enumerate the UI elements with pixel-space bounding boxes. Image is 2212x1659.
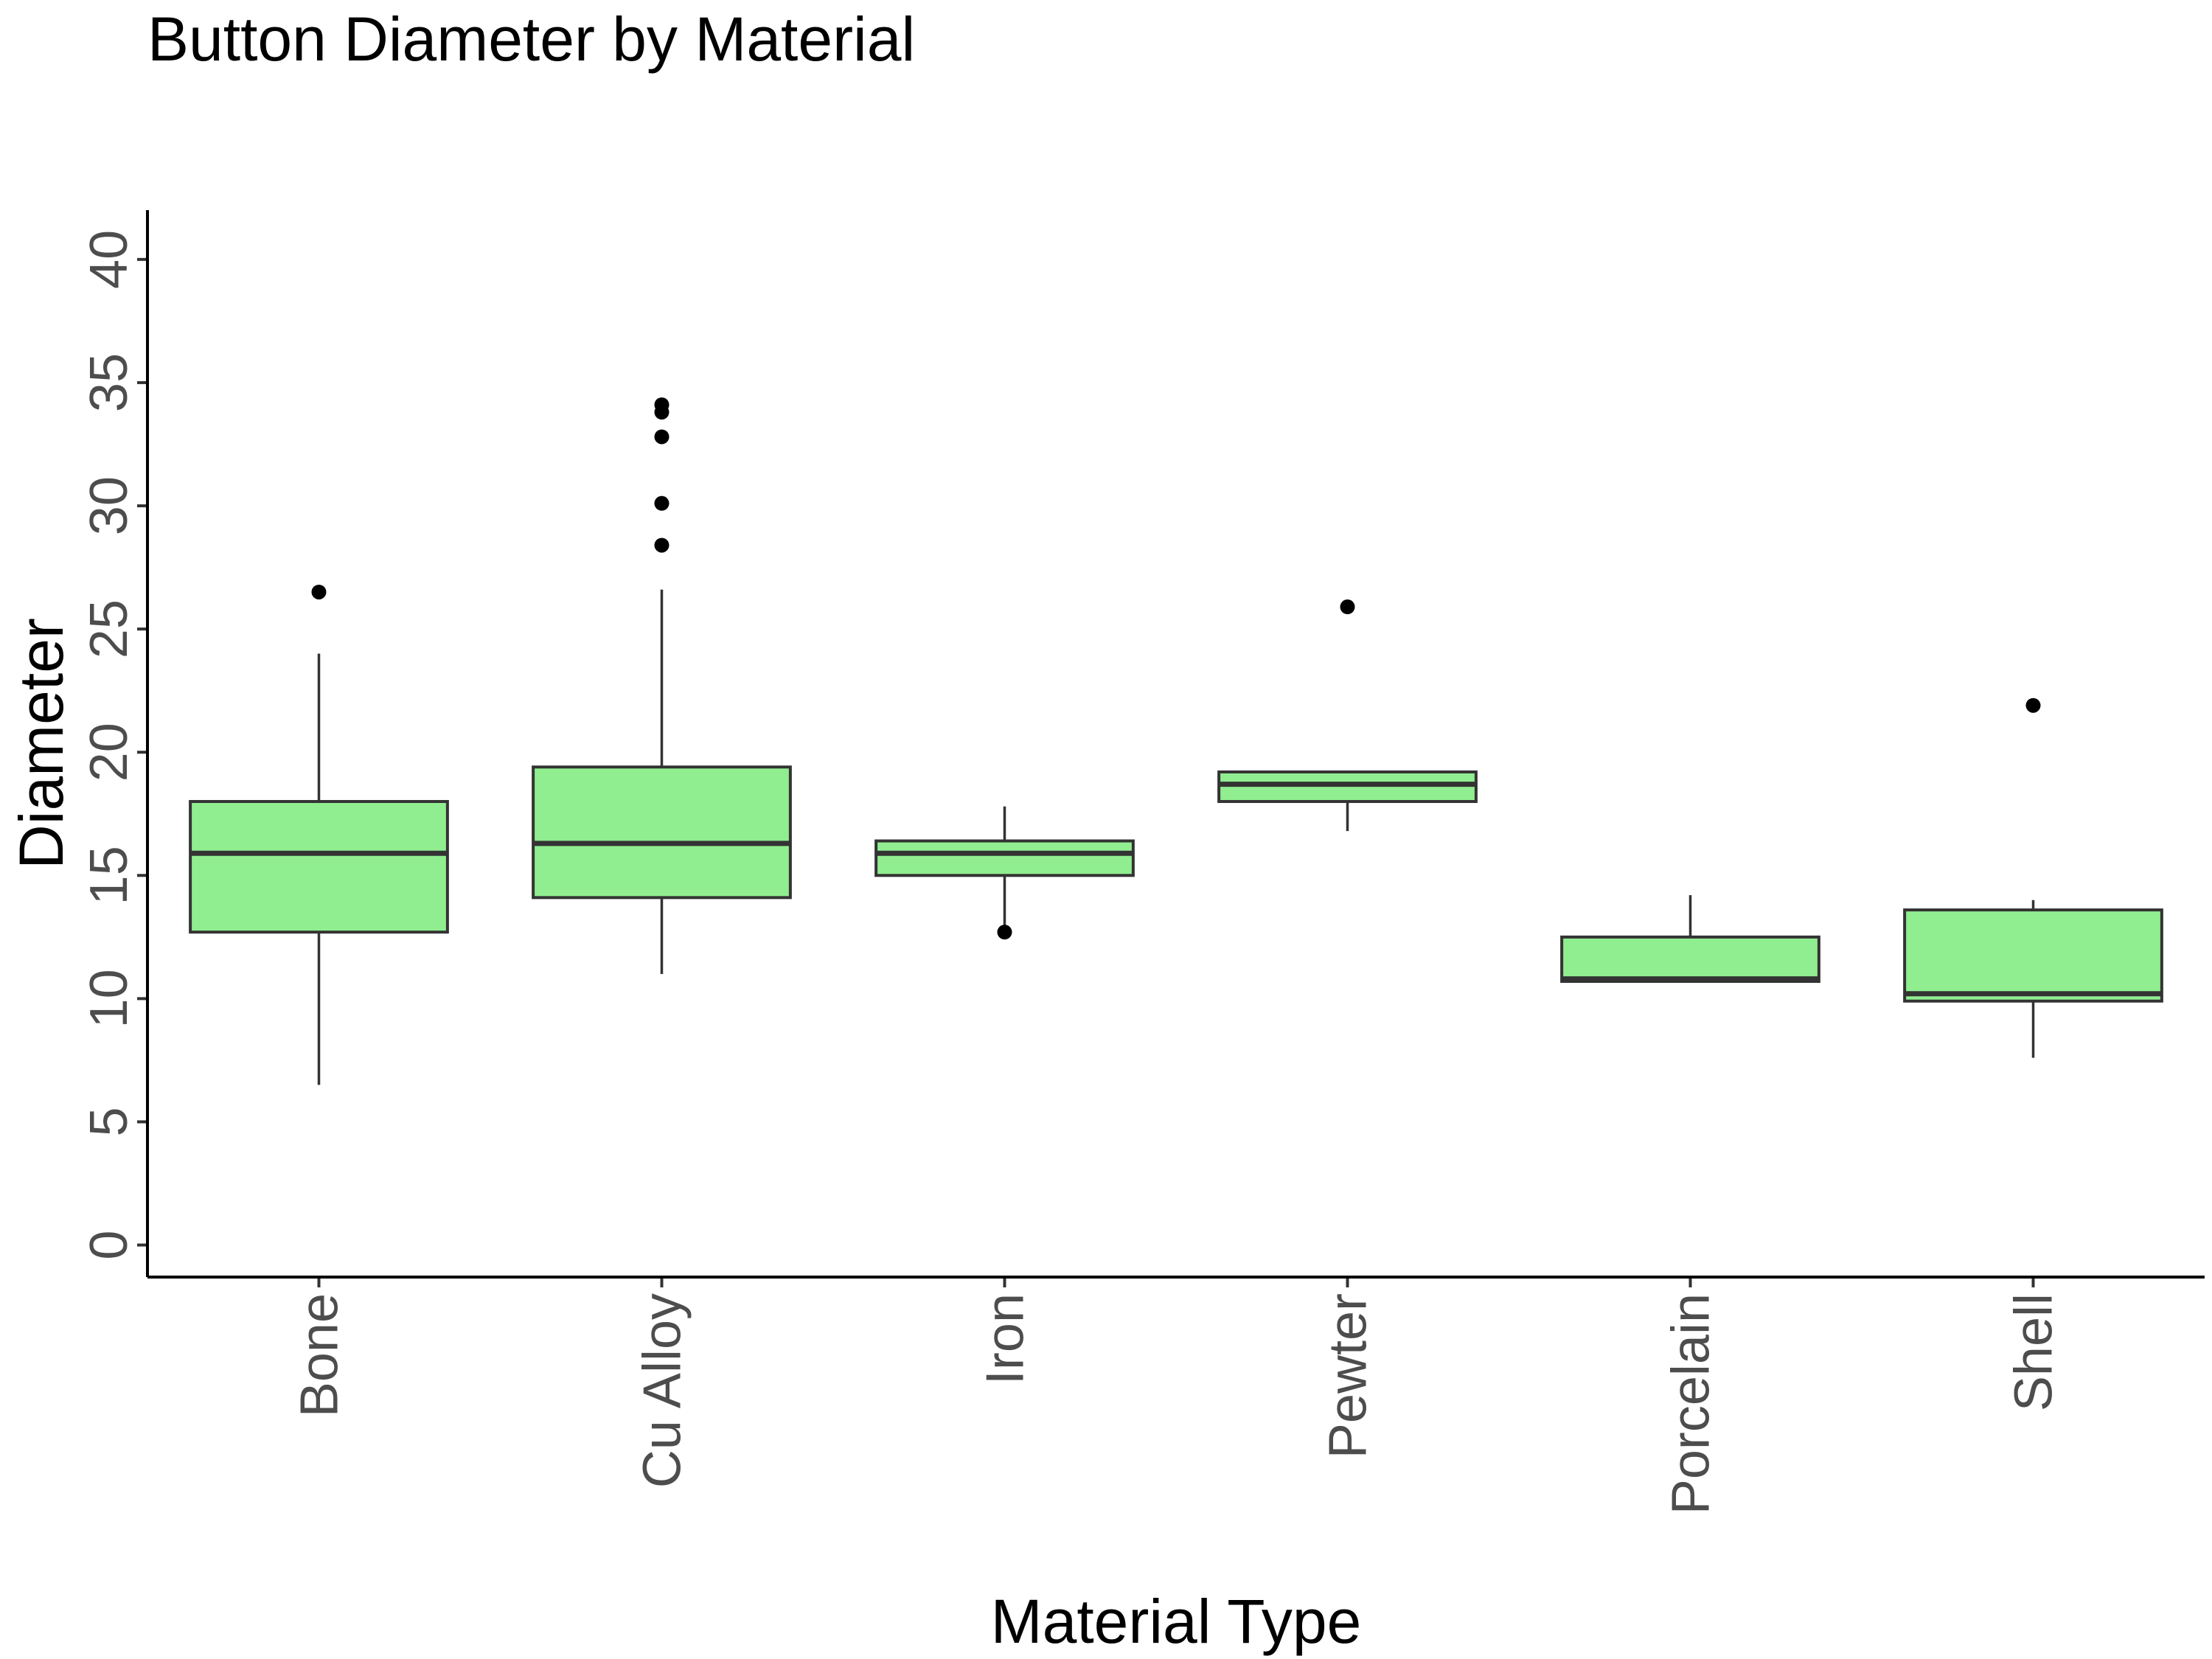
x-tick-label: Bone bbox=[291, 1293, 349, 1417]
box-bone bbox=[189, 584, 449, 1085]
y-tick-label: 30 bbox=[80, 476, 139, 535]
iqr-box bbox=[1903, 908, 2163, 1003]
outlier-point bbox=[997, 925, 1012, 940]
y-tick-label: 40 bbox=[80, 230, 139, 289]
outlier-point bbox=[311, 584, 327, 599]
iqr-box bbox=[874, 839, 1135, 877]
y-tick-label: 15 bbox=[80, 846, 139, 905]
iqr-box bbox=[189, 800, 449, 934]
x-tick-label: Porcelain bbox=[1662, 1293, 1721, 1514]
y-tick-label: 5 bbox=[80, 1107, 139, 1136]
y-axis-title: Diameter bbox=[7, 618, 76, 869]
box-porcelain bbox=[1560, 895, 1820, 983]
outlier-point bbox=[2025, 698, 2041, 713]
outlier-point bbox=[1340, 599, 1355, 615]
iqr-box bbox=[532, 765, 792, 900]
y-tick-label: 35 bbox=[80, 353, 139, 412]
x-tick-label: Shell bbox=[2005, 1293, 2064, 1411]
box-shell bbox=[1903, 698, 2163, 1058]
chart-title: Button Diameter by Material bbox=[147, 4, 915, 74]
y-tick-label: 20 bbox=[80, 723, 139, 782]
y-tick-label: 10 bbox=[80, 969, 139, 1028]
box-pewter bbox=[1217, 599, 1478, 832]
box-cu-alloy bbox=[532, 397, 792, 974]
x-axis-ticks: Bone Cu Alloy Iron Pewter Porcelain Shell bbox=[291, 1277, 2064, 1514]
y-tick-label: 0 bbox=[80, 1231, 139, 1260]
x-tick-label: Cu Alloy bbox=[633, 1293, 692, 1488]
x-axis-title: Material Type bbox=[991, 1587, 1362, 1656]
outlier-point bbox=[654, 495, 669, 511]
outlier-point bbox=[654, 429, 669, 445]
x-tick-label: Iron bbox=[976, 1293, 1035, 1385]
outlier-point bbox=[654, 397, 669, 413]
outlier-point bbox=[654, 538, 669, 553]
box-series bbox=[189, 397, 2163, 1085]
x-tick-label: Pewter bbox=[1319, 1293, 1378, 1458]
y-tick-label: 25 bbox=[80, 599, 139, 658]
box-iron bbox=[874, 806, 1135, 940]
y-axis-ticks: 0 5 10 15 20 25 30 35 40 bbox=[80, 230, 147, 1260]
iqr-box bbox=[1560, 935, 1820, 983]
